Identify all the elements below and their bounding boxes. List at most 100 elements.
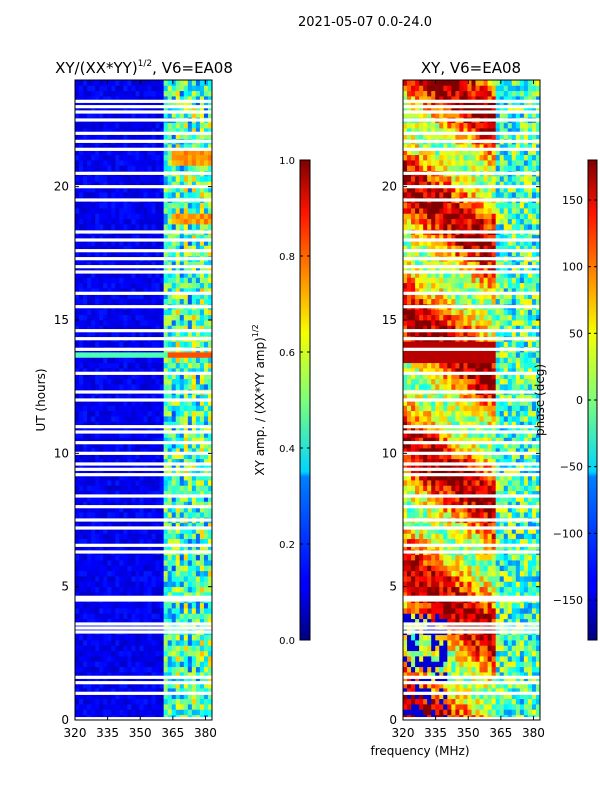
heatmap-cell <box>87 245 92 252</box>
heatmap-cell <box>523 693 529 700</box>
heatmap-cell <box>467 592 472 598</box>
heatmap-cell <box>175 677 181 684</box>
heatmap-cell <box>151 224 156 230</box>
heatmap-cell <box>199 656 205 662</box>
heatmap-cell <box>155 101 161 108</box>
heatmap-cell <box>523 618 529 625</box>
right-panel-title: XY, V6=EA08 <box>421 59 521 77</box>
heatmap-cell <box>127 160 132 166</box>
heatmap-cell <box>111 698 116 705</box>
heatmap-cell <box>199 410 205 417</box>
heatmap-cell <box>127 405 132 412</box>
heatmap-cell <box>135 693 140 700</box>
heatmap-cell <box>103 112 108 118</box>
heatmap-cell <box>175 122 181 129</box>
heatmap-cell <box>499 666 505 673</box>
heatmap-cell <box>139 704 144 710</box>
heatmap-cell <box>199 250 205 257</box>
heatmap-cell <box>87 154 92 161</box>
heatmap-cell <box>115 384 120 390</box>
heatmap-cell <box>439 666 444 673</box>
heatmap-cell <box>115 234 120 241</box>
heatmap-cell <box>203 85 209 92</box>
heatmap-cell <box>447 677 452 684</box>
heatmap-cell <box>179 538 185 545</box>
heatmap-cell <box>131 266 136 273</box>
heatmap-cell <box>139 453 144 460</box>
heatmap-cell <box>179 704 185 710</box>
heatmap-cell <box>155 458 161 465</box>
flagged-row <box>75 238 212 242</box>
heatmap-cell <box>87 277 92 284</box>
heatmap-cell <box>79 704 84 710</box>
heatmap-cell <box>207 672 212 678</box>
heatmap-cell <box>175 416 181 422</box>
heatmap-cell <box>79 202 84 209</box>
heatmap-cell <box>191 282 197 289</box>
heatmap-cell <box>131 426 136 433</box>
heatmap-cell <box>83 672 88 678</box>
heatmap-cell <box>159 181 165 188</box>
heatmap-cell <box>95 672 100 678</box>
heatmap-cell <box>207 85 212 92</box>
heatmap-cell <box>171 490 177 497</box>
heatmap-cell <box>427 592 432 598</box>
heatmap-cell <box>75 154 80 161</box>
heatmap-cell <box>167 277 173 284</box>
heatmap-cell <box>191 709 197 716</box>
heatmap-cell <box>79 528 84 534</box>
heatmap-cell <box>423 672 428 678</box>
heatmap-cell <box>151 234 156 241</box>
heatmap-cell <box>139 496 144 502</box>
heatmap-cell <box>203 106 209 113</box>
flagged-row <box>75 329 212 333</box>
heatmap-cell <box>419 682 424 689</box>
heatmap-cell <box>499 592 505 598</box>
heatmap-cell <box>159 218 165 225</box>
heatmap-cell <box>179 608 185 614</box>
heatmap-cell <box>143 602 148 609</box>
heatmap-cell <box>115 106 120 113</box>
heatmap-cell <box>171 645 177 652</box>
heatmap-cell <box>503 682 509 689</box>
heatmap-cell <box>79 613 84 620</box>
heatmap-cell <box>83 202 88 209</box>
heatmap-cell <box>427 618 432 625</box>
heatmap-cell <box>127 426 132 433</box>
heatmap-cell <box>199 554 205 561</box>
heatmap-cell <box>87 96 92 102</box>
heatmap-cell <box>79 368 84 374</box>
heatmap-cell <box>111 112 116 118</box>
heatmap-cell <box>503 693 509 700</box>
heatmap-cell <box>471 608 476 614</box>
heatmap-cell <box>135 224 140 230</box>
heatmap-cell <box>203 474 209 481</box>
heatmap-cell <box>91 704 96 710</box>
heatmap-cell <box>175 85 181 92</box>
heatmap-cell <box>443 656 448 662</box>
heatmap-cell <box>127 656 132 662</box>
heatmap-cell <box>403 682 408 689</box>
colorbar-tick-label: 0.8 <box>279 252 295 263</box>
heatmap-cell <box>79 224 84 230</box>
heatmap-cell <box>151 650 156 657</box>
heatmap-cell <box>135 330 140 337</box>
heatmap-cell <box>183 421 189 428</box>
heatmap-cell <box>139 437 144 444</box>
heatmap-cell <box>203 693 209 700</box>
heatmap-cell <box>191 538 197 545</box>
heatmap-cell <box>207 576 212 582</box>
heatmap-cell <box>179 592 185 598</box>
heatmap-cell <box>463 634 468 641</box>
heatmap-cell <box>79 576 84 582</box>
heatmap-cell <box>203 704 209 710</box>
heatmap-cell <box>99 576 104 582</box>
heatmap-cell <box>131 373 136 380</box>
heatmap-cell <box>179 368 185 374</box>
heatmap-cell <box>115 133 120 140</box>
heatmap-cell <box>143 330 148 337</box>
heatmap-cell <box>79 325 84 332</box>
heatmap-cell <box>195 330 201 337</box>
heatmap-cell <box>179 501 185 508</box>
heatmap-cell <box>127 554 132 561</box>
